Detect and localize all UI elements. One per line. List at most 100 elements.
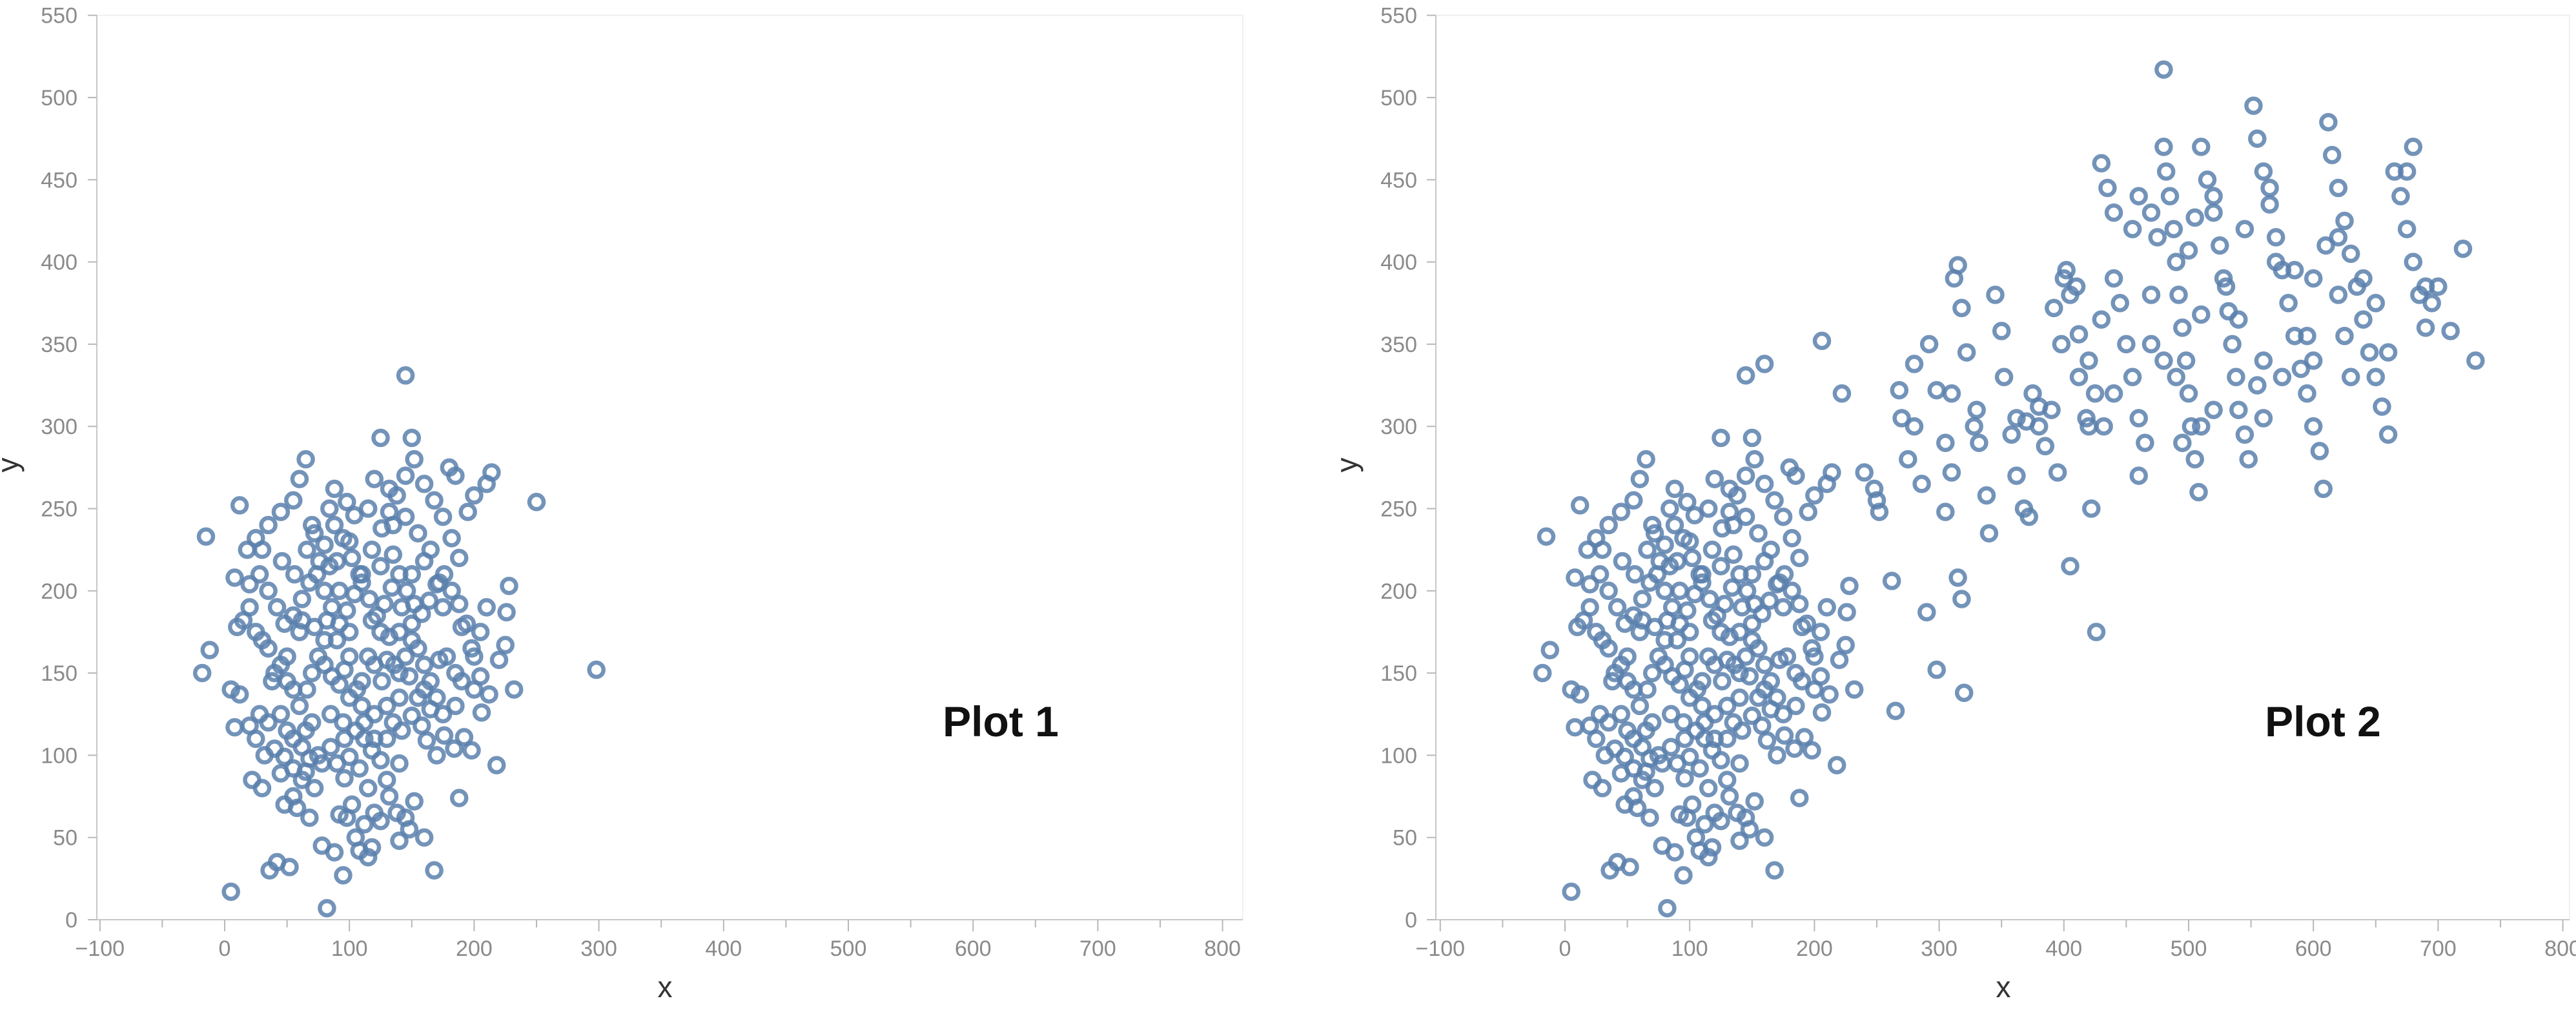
plot-2-data-point <box>2019 507 2038 526</box>
plot-2-panel: −100 0 100 200 300 400 500 600 700 800 0 50 100 150 20… <box>1330 4 2576 1004</box>
plot-1-data-point <box>409 524 427 543</box>
plot-1-data-point <box>365 470 384 488</box>
plot-2-data-point <box>1642 663 1662 683</box>
plot-2-data-point <box>1905 355 1924 373</box>
plot-2-data-point <box>1753 605 1772 623</box>
plot-1-data-point <box>325 515 344 535</box>
plot-1-data-point <box>342 548 362 568</box>
plot-2-data-point <box>2029 397 2049 416</box>
plot-2-data-point <box>1830 650 1849 669</box>
plot-2-data-point <box>1566 718 1584 737</box>
plot-2-data-point <box>2182 417 2201 436</box>
plot-2-data-point <box>1590 565 1610 584</box>
plot-2-data-point <box>2404 253 2423 271</box>
plot-2-data-point <box>1790 789 1809 807</box>
plot-1-data-point <box>427 746 446 765</box>
plot-2-data-point <box>2167 253 2185 271</box>
plot-1-data-point <box>221 882 240 901</box>
plot-1-panel: −100 0 100 200 300 400 500 600 700 800 0 50 100 150 20… <box>0 4 1243 1004</box>
plot-2-data-point <box>2192 305 2211 324</box>
plot-2-x-axis-label: x <box>1996 970 2011 1004</box>
plot-1-data-point <box>449 594 469 614</box>
plot-2-data-point <box>2154 138 2173 156</box>
plot-2-data-point <box>1680 532 1699 551</box>
plot-1-x-tick-label: 800 <box>1204 936 1241 961</box>
plot-2-data-point <box>1680 623 1699 641</box>
plot-2-data-point <box>1649 647 1668 666</box>
plot-2-y-axis-label: y <box>1330 458 1364 473</box>
plot-2-data-point <box>1770 650 1789 669</box>
plot-1-data-point <box>302 713 322 732</box>
plot-1-data-point <box>334 713 353 732</box>
plot-1-data-point <box>373 672 391 691</box>
plot-2-data-point <box>1606 663 1624 683</box>
plot-2-data-point <box>1678 808 1697 827</box>
plot-1-data-point <box>462 741 481 760</box>
plot-2-data-point <box>1680 688 1699 707</box>
plot-2-data-point <box>1792 672 1812 691</box>
plot-2-data-point <box>2052 335 2071 354</box>
plot-1-data-point <box>225 718 244 737</box>
plot-2-data-point <box>2422 294 2441 313</box>
plot-1-data-point <box>527 493 546 512</box>
plot-2-x-tick-label: 300 <box>1921 936 1958 961</box>
plot-2-data-point <box>2354 310 2373 329</box>
plot-2-data-point <box>2077 409 2096 428</box>
plot-2-data-point <box>1783 529 1801 548</box>
plot-1-data-point <box>400 667 419 686</box>
plot-2-data-point <box>2117 335 2136 354</box>
plot-2-data-point <box>1755 552 1774 571</box>
plot-2-data-point <box>2266 253 2285 271</box>
plot-1-data-point <box>489 650 509 669</box>
plot-1-data-point <box>393 598 411 617</box>
plot-1-y-tick-label: 250 <box>41 497 77 522</box>
plot-2-data-point <box>2002 425 2021 444</box>
plot-2-data-point <box>1540 641 1560 659</box>
plot-2-data-point <box>1570 685 1590 704</box>
plot-2-data-point <box>1720 787 1739 806</box>
plot-1-data-point <box>402 565 422 584</box>
plot-1-data-point <box>462 639 481 658</box>
plot-1-data-point <box>413 605 431 623</box>
plot-1-data-point <box>496 636 515 655</box>
plot-2-data-point <box>1658 898 1677 918</box>
plot-2-data-point <box>1661 738 1681 756</box>
plot-2-data-point <box>2173 318 2192 337</box>
plot-1-data-point <box>263 672 281 691</box>
plot-2-data-point <box>1587 623 1606 641</box>
plot-2-x-tick-label: 100 <box>1671 936 1708 961</box>
plot-1-x-tick-label: 100 <box>331 936 368 961</box>
plot-2-x-tick-label: 500 <box>2171 936 2207 961</box>
plot-2-series-0 <box>1533 60 2485 918</box>
plot-2-data-point <box>2080 417 2098 436</box>
plot-2-data-point <box>1533 663 1552 683</box>
plot-1-data-point <box>396 507 415 526</box>
plot-1-data-point <box>383 545 403 564</box>
plot-2-data-point <box>1668 552 1687 571</box>
plot-1-data-point <box>442 529 461 548</box>
plot-2-data-point <box>2057 261 2076 280</box>
plot-2-data-point <box>1774 507 1793 526</box>
plot-2-x-tick-label: 800 <box>2544 936 2576 961</box>
plot-1-data-point <box>259 515 278 535</box>
plot-2-data-point <box>1702 540 1722 559</box>
plot-2-data-point <box>1712 557 1730 575</box>
plot-2-data-point <box>2214 269 2233 288</box>
plot-2-data-point <box>2378 425 2398 444</box>
plot-2-data-point <box>1755 680 1774 699</box>
plot-2-data-point <box>1936 433 1955 452</box>
plot-1-data-point <box>315 535 334 554</box>
plot-2-data-point <box>2017 412 2036 431</box>
plot-1-data-point <box>371 428 390 448</box>
plot-2-data-point <box>1757 731 1777 750</box>
plot-1-data-point <box>285 565 304 584</box>
plot-2-data-point <box>1637 450 1655 469</box>
plot-2-data-point <box>1678 601 1697 620</box>
plot-2-data-point <box>1562 882 1580 901</box>
plot-1-data-point <box>355 815 374 834</box>
plot-2-data-point <box>2354 269 2373 288</box>
plot-2-data-point <box>1743 614 1762 633</box>
plot-1-data-point <box>192 663 212 683</box>
plot-2-x-tick-label: 400 <box>2045 936 2082 961</box>
plot-1-x-tick-label: 400 <box>705 936 742 961</box>
